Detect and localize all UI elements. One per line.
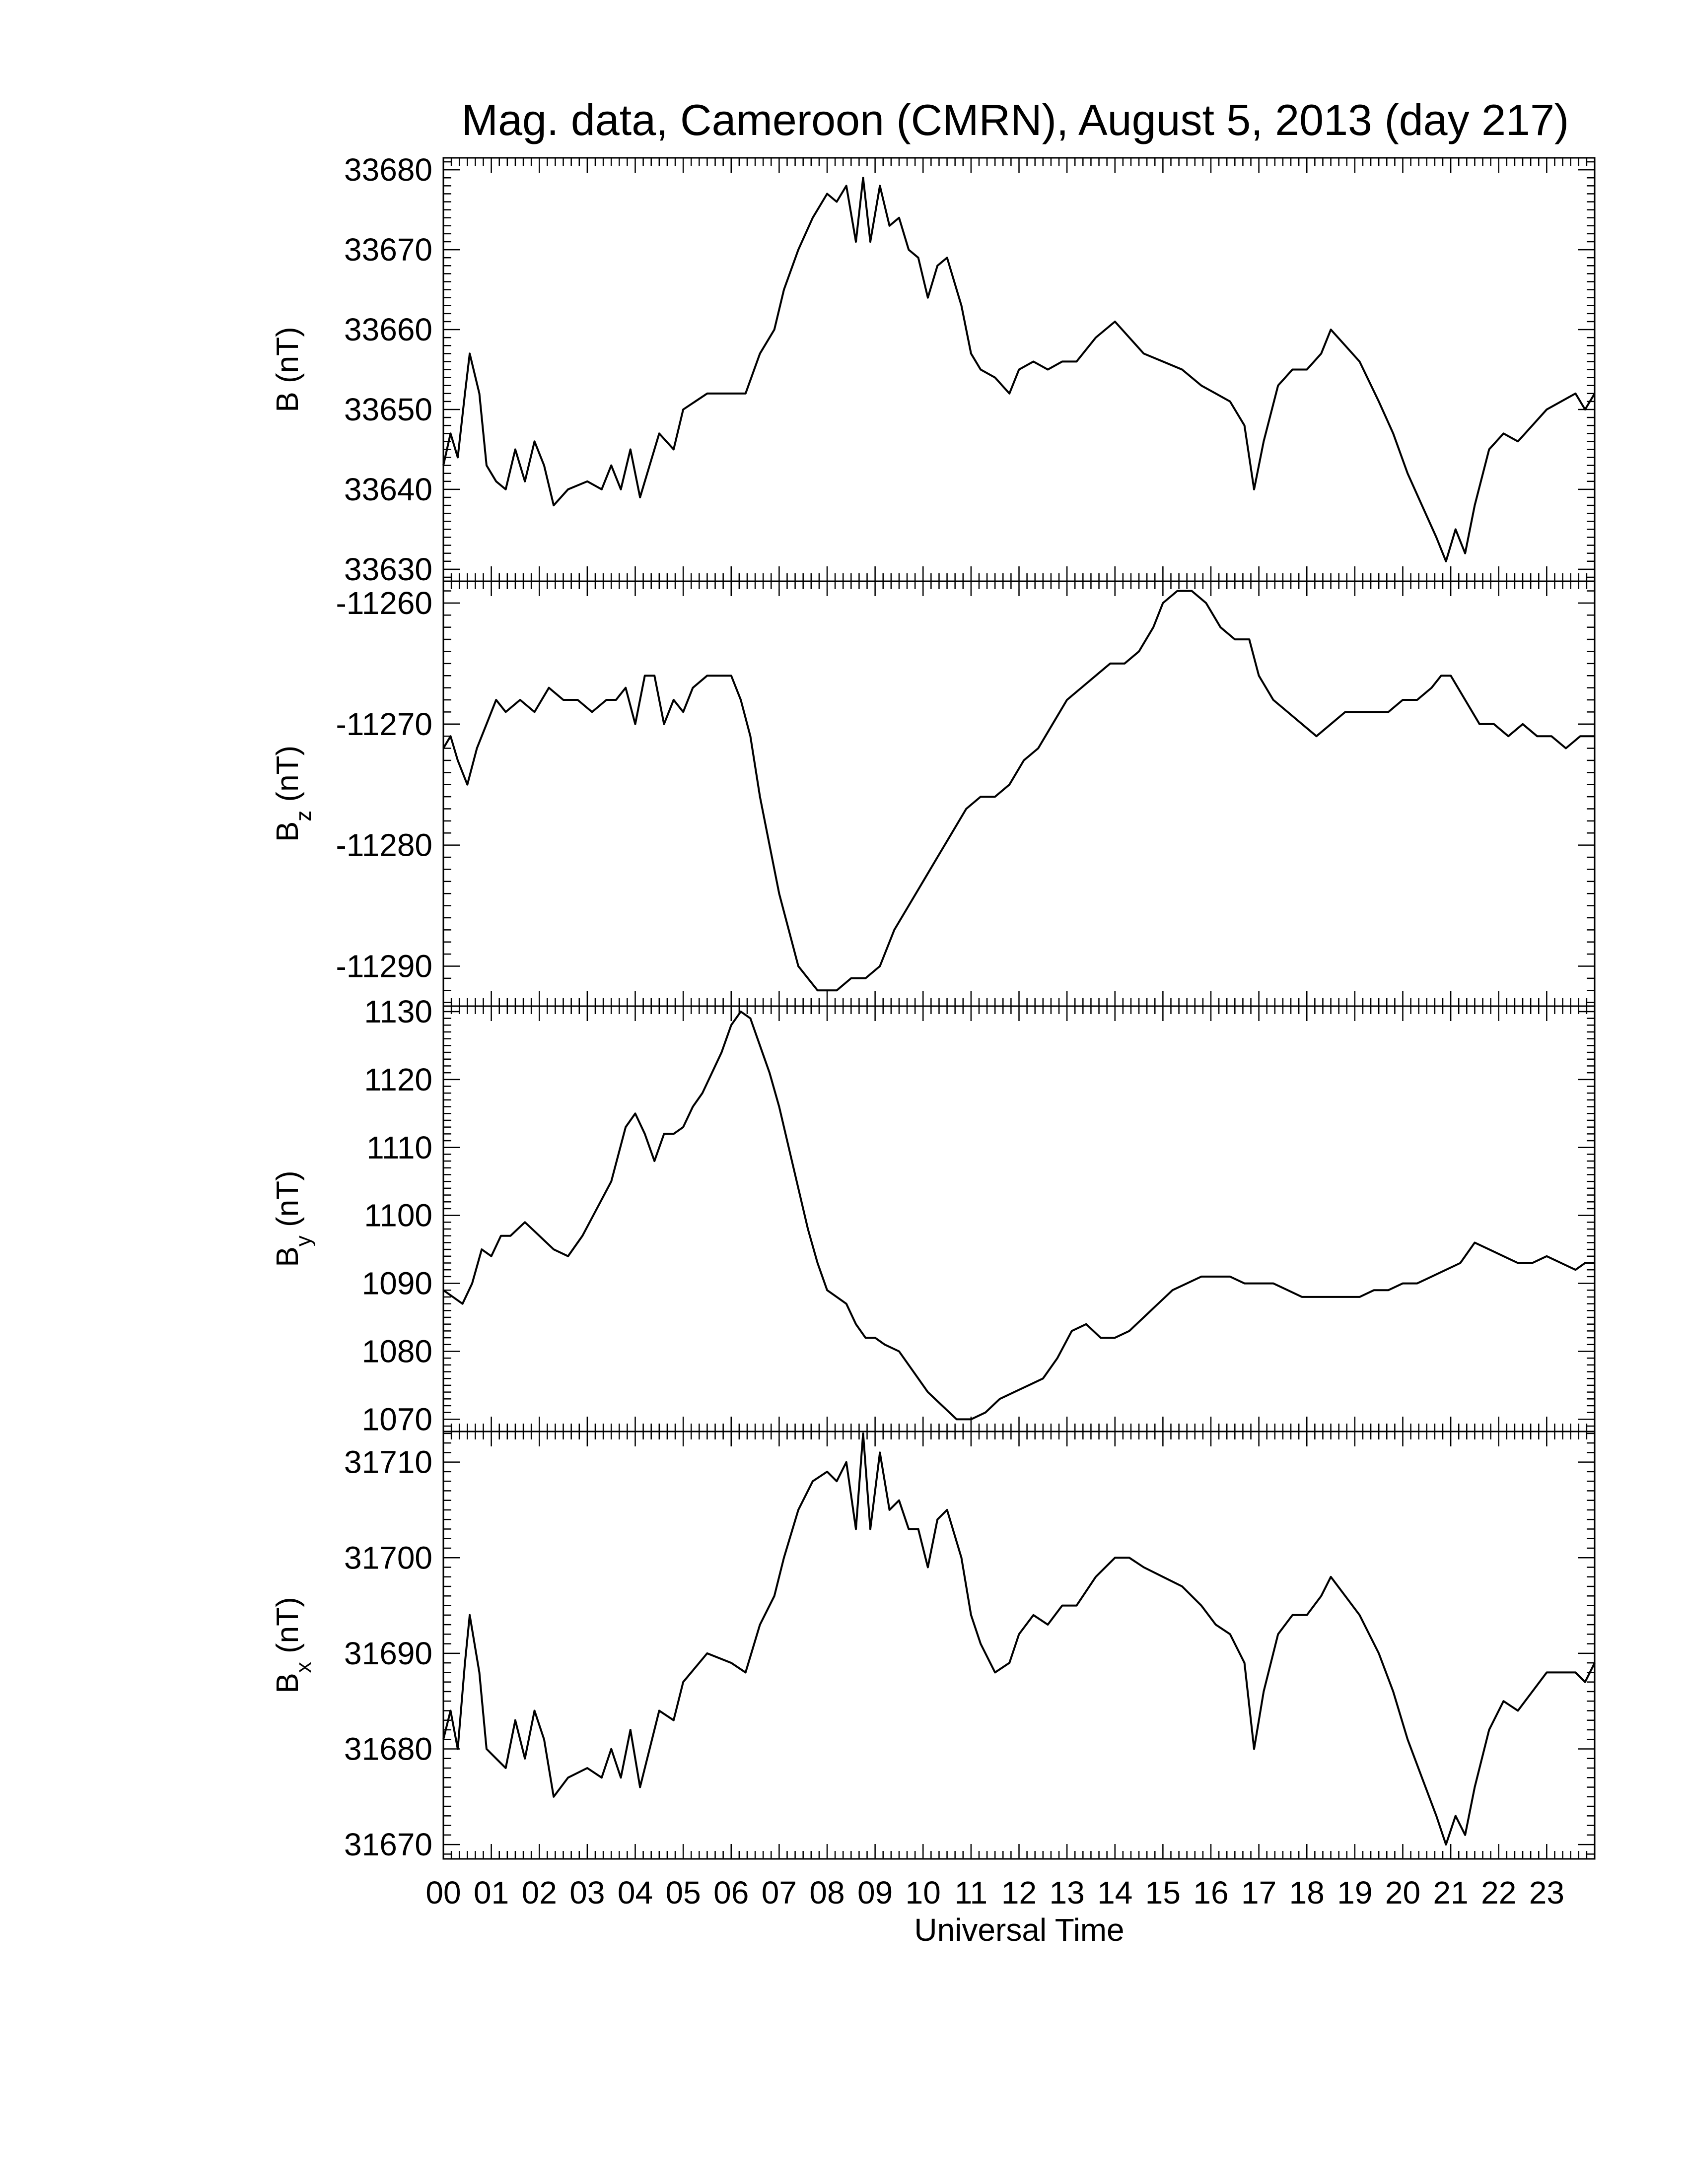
x-tick-label: 15: [1145, 1875, 1181, 1911]
y-axis-title-main: B: [271, 1673, 305, 1693]
series-line-0-0: [442, 177, 1596, 562]
chart-title: Mag. data, Cameroon (CMRN), August 5, 20…: [462, 95, 1569, 144]
x-tick-label: 20: [1385, 1875, 1420, 1911]
y-tick-label: 31690: [344, 1636, 432, 1671]
y-axis-title: Bz (nT): [271, 746, 316, 842]
x-tick-label: 05: [666, 1875, 701, 1911]
y-axis-title-subscript: y: [291, 1235, 316, 1246]
y-axis-title-subscript: z: [291, 811, 316, 821]
x-tick-label: 21: [1433, 1875, 1469, 1911]
y-tick-label: 1080: [362, 1333, 432, 1369]
y-tick-label: -11270: [336, 706, 432, 742]
y-tick-label: 33660: [344, 312, 432, 347]
y-tick-label: 1120: [364, 1062, 432, 1097]
x-tick-label: 07: [762, 1875, 797, 1911]
x-tick-label: 06: [713, 1875, 749, 1911]
y-tick-label: 33680: [344, 152, 432, 188]
y-tick-label: 31710: [344, 1444, 432, 1480]
y-axis-title: Bx (nT): [271, 1597, 316, 1693]
x-tick-label: 01: [474, 1875, 509, 1911]
y-tick-label: 31700: [344, 1540, 432, 1575]
x-tick-label: 18: [1289, 1875, 1325, 1911]
y-tick-label: 1070: [362, 1401, 432, 1437]
y-tick-label: 33670: [344, 232, 432, 268]
y-tick-label: 1090: [362, 1266, 432, 1301]
x-tick-label: 00: [425, 1875, 461, 1911]
y-axis-title-subscript: x: [291, 1662, 316, 1673]
y-tick-label: 1110: [366, 1130, 432, 1165]
x-tick-label: 11: [955, 1875, 987, 1911]
x-tick-label: 19: [1337, 1875, 1372, 1911]
x-tick-label: 08: [809, 1875, 844, 1911]
y-tick-label: -11280: [336, 827, 432, 863]
y-tick-label: -11260: [336, 585, 432, 621]
x-tick-label: 12: [1001, 1875, 1037, 1911]
y-tick-label: 33630: [344, 551, 432, 587]
y-tick-label: 1130: [364, 994, 432, 1029]
x-tick-label: 03: [569, 1875, 605, 1911]
y-axis-title-main: B: [271, 821, 305, 842]
series-line-2-0: [442, 1011, 1595, 1421]
x-tick-label: 17: [1241, 1875, 1276, 1911]
y-axis-title: B (nT): [271, 327, 305, 412]
y-axis-title-main: B: [271, 392, 305, 412]
x-tick-label: 09: [857, 1875, 893, 1911]
panel-0: 33630 33640 33650 33660 33670 33680 B (nT): [271, 152, 1596, 587]
y-tick-label: -11290: [336, 949, 432, 984]
series-line-3-0: [442, 1432, 1596, 1846]
y-tick-label: 1100: [364, 1198, 432, 1233]
panel-1: -11290 -11280 -11270 -11260 Bz (nT): [271, 580, 1596, 1007]
y-tick-label: 33640: [344, 472, 432, 507]
y-tick-label: 33650: [344, 392, 432, 427]
x-axis-tick-labels: 00 01 02 03 04 05 06 07 08 09 10 11 12 13 14 15 16 17 18 19…: [425, 1875, 1564, 1911]
x-axis-title: Universal Time: [914, 1912, 1124, 1948]
x-tick-label: 16: [1193, 1875, 1228, 1911]
y-axis-title-main: B: [271, 1246, 305, 1267]
x-tick-label: 23: [1529, 1875, 1564, 1911]
y-tick-label: 31670: [344, 1827, 432, 1862]
y-tick-label: 31680: [344, 1731, 432, 1767]
x-tick-label: 13: [1050, 1875, 1085, 1911]
x-tick-label: 22: [1481, 1875, 1516, 1911]
x-tick-label: 14: [1097, 1875, 1132, 1911]
x-tick-label: 04: [618, 1875, 653, 1911]
y-axis-title-unit: (nT): [271, 746, 305, 811]
y-axis-title-unit: (nT): [271, 327, 305, 392]
y-axis-title-unit: (nT): [271, 1170, 305, 1235]
x-tick-label: 10: [906, 1875, 941, 1911]
panel-3: 31670 31680 31690 31700 31710 Bx (nT): [271, 1431, 1596, 1862]
y-axis-title: By (nT): [271, 1170, 316, 1267]
y-axis-title-unit: (nT): [271, 1597, 305, 1662]
x-tick-label: 02: [522, 1875, 557, 1911]
series-line-1-0: [442, 590, 1595, 992]
